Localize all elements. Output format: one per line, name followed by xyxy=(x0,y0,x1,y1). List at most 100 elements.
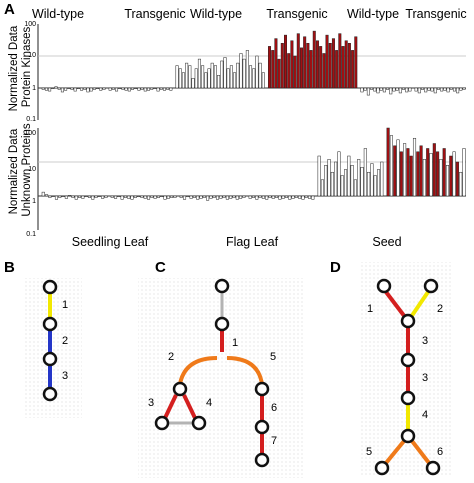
bar-wild-type xyxy=(41,191,45,197)
bar-wild-type xyxy=(265,195,269,200)
bar-wild-type xyxy=(235,195,239,200)
bar-wild-type xyxy=(70,87,74,90)
bar-wild-type xyxy=(114,195,118,199)
bar-wild-type xyxy=(370,87,374,90)
y-axis-label-unknown: Normalized Data Unknown Proteins xyxy=(8,123,33,217)
y-tick-1-kinases: 1 xyxy=(32,85,36,92)
network-d-node xyxy=(374,460,390,476)
bar-wild-type xyxy=(403,143,407,197)
bar-wild-type xyxy=(249,65,253,89)
bar-wild-type xyxy=(462,148,466,197)
bar-wild-type xyxy=(330,171,334,197)
bar-wild-type xyxy=(137,195,141,198)
bar-wild-type xyxy=(294,195,298,198)
bar-wild-type xyxy=(121,87,125,90)
bar-wild-type xyxy=(245,50,249,89)
network-b-edge-label: 1 xyxy=(62,299,68,311)
network-b-node xyxy=(42,351,58,367)
bar-wild-type xyxy=(110,195,114,198)
bar-wild-type xyxy=(196,195,200,200)
bar-wild-type xyxy=(324,165,328,197)
bar-transgenic xyxy=(328,43,332,89)
bar-transgenic xyxy=(386,127,390,197)
bar-wild-type xyxy=(291,195,295,199)
panel-label-a: A xyxy=(4,1,15,18)
network-d-node xyxy=(423,278,439,294)
bar-wild-type xyxy=(143,87,147,92)
bar-wild-type xyxy=(64,87,68,91)
bar-transgenic xyxy=(341,46,345,89)
bar-transgenic xyxy=(277,58,281,89)
bar-wild-type xyxy=(182,195,187,200)
bar-wild-type xyxy=(376,87,380,94)
bar-wild-type xyxy=(124,87,128,91)
bar-wild-type xyxy=(320,179,324,197)
bar-wild-type xyxy=(239,195,243,199)
bar-wild-type xyxy=(317,155,321,197)
bar-wild-type xyxy=(367,171,371,197)
network-d-edge-1 xyxy=(384,290,407,319)
bar-wild-type xyxy=(392,87,396,92)
bar-wild-type xyxy=(48,87,52,92)
network-c: 1 2 3 4 5 6 7 xyxy=(148,278,277,468)
bars-unknown xyxy=(38,127,466,201)
bar-wild-type xyxy=(94,195,98,198)
bar-wild-type xyxy=(239,53,243,89)
bar-wild-type xyxy=(311,195,315,200)
bar-wild-type xyxy=(117,195,121,198)
network-b-edge-label: 3 xyxy=(62,370,68,382)
bar-wild-type xyxy=(402,87,406,90)
network-c-edge-label: 4 xyxy=(206,397,212,409)
bar-wild-type xyxy=(258,195,262,198)
bar-wild-type xyxy=(192,195,196,198)
bar-wild-type xyxy=(382,87,386,93)
bar-wild-type xyxy=(412,137,417,197)
bar-wild-type xyxy=(123,195,127,198)
network-b-node xyxy=(42,279,58,295)
tissue-label-seed: Seed xyxy=(372,235,401,249)
bar-wild-type xyxy=(45,194,49,197)
bar-transgenic xyxy=(338,33,342,89)
bar-wild-type xyxy=(427,87,431,91)
network-d-edge-label: 2 xyxy=(437,303,443,315)
bar-wild-type xyxy=(459,87,463,91)
bar-wild-type xyxy=(405,87,409,93)
bar-wild-type xyxy=(353,179,357,197)
bar-wild-type xyxy=(366,87,370,96)
bar-wild-type xyxy=(178,68,182,89)
bar-wild-type xyxy=(252,68,256,89)
bar-transgenic xyxy=(426,148,430,197)
bar-wild-type xyxy=(449,87,453,90)
bar-transgenic xyxy=(399,151,403,197)
bar-wild-type xyxy=(134,87,138,89)
y-tick-10-kinases: 10 xyxy=(28,52,36,59)
bar-transgenic xyxy=(347,43,351,89)
panel-label-d: D xyxy=(330,259,341,276)
bar-wild-type xyxy=(421,87,425,90)
bar-wild-type xyxy=(147,87,150,91)
bar-wild-type xyxy=(389,135,393,197)
bar-wild-type xyxy=(459,171,463,197)
bar-wild-type xyxy=(185,62,189,89)
bar-wild-type xyxy=(169,87,173,91)
bar-wild-type xyxy=(337,151,341,197)
bar-wild-type xyxy=(242,58,246,89)
network-c-edge-label: 2 xyxy=(168,351,174,363)
network-d-node xyxy=(400,428,416,444)
bar-transgenic xyxy=(315,40,319,89)
bar-wild-type xyxy=(396,139,400,197)
bar-wild-type xyxy=(210,62,214,89)
bar-wild-type xyxy=(380,161,384,197)
header-wild-type-flag: Wild-type xyxy=(190,7,242,21)
bar-wild-type xyxy=(360,167,364,197)
bar-wild-type xyxy=(54,86,58,89)
bar-transgenic xyxy=(299,47,303,89)
bar-wild-type xyxy=(102,87,106,90)
panel-label-c: C xyxy=(155,259,166,276)
bar-wild-type xyxy=(99,87,103,91)
bar-wild-type xyxy=(104,195,108,198)
bar-wild-type xyxy=(430,87,434,92)
bar-transgenic xyxy=(271,50,275,89)
bar-wild-type xyxy=(278,195,282,200)
network-d-edge-label: 4 xyxy=(422,409,428,421)
